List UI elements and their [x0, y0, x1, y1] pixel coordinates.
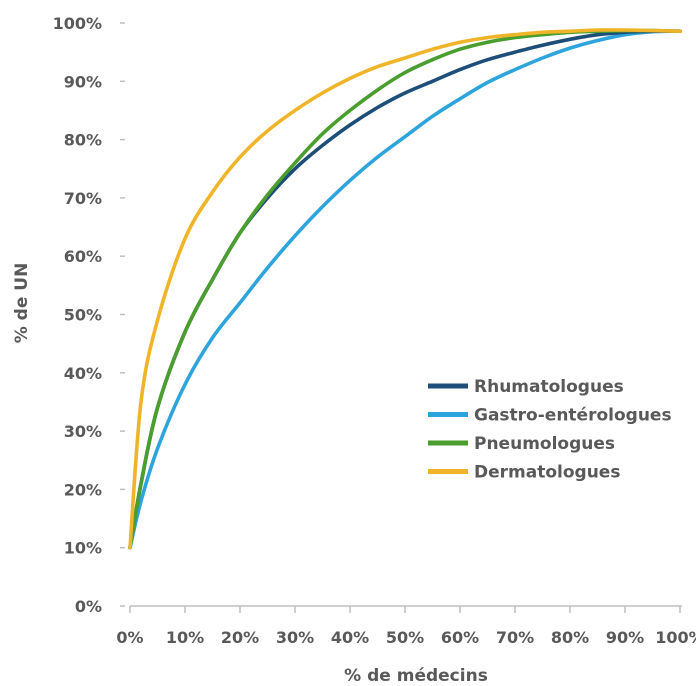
x-tick-label: 60%	[441, 628, 479, 647]
y-axis-ticks: 0% 10% 20% 30% 40% 50% 60% 70% 80% 90% 100%	[53, 14, 125, 616]
y-tick-label: 40%	[64, 364, 102, 383]
x-tick-label: 50%	[386, 628, 424, 647]
series-line-1	[128, 29, 682, 550]
y-tick-label: 30%	[64, 422, 102, 441]
series-lines	[128, 28, 682, 550]
y-tick-label: 10%	[64, 539, 102, 558]
y-tick-label: 50%	[64, 306, 102, 325]
x-axis-title: % de médecins	[344, 666, 488, 686]
y-tick-label: 90%	[64, 72, 102, 91]
x-tick-label: 0%	[116, 628, 143, 647]
y-tick-label: 20%	[64, 480, 102, 499]
x-axis-ticks: 0% 10% 20% 30% 40% 50% 60% 70% 80% 90% 100%	[116, 606, 696, 647]
y-tick-label: 60%	[64, 247, 102, 266]
legend-label: Rhumatologues	[474, 377, 624, 397]
y-tick-label: 100%	[53, 14, 102, 33]
legend-label: Gastro-entérologues	[474, 406, 672, 426]
legend: Rhumatologues Gastro-entérologues Pneumolo…	[428, 377, 672, 483]
x-tick-label: 40%	[331, 628, 369, 647]
y-axis-title: % de UN	[12, 263, 32, 344]
x-tick-label: 80%	[551, 628, 589, 647]
x-tick-label: 30%	[276, 628, 314, 647]
x-tick-label: 100%	[655, 628, 696, 647]
y-tick-label: 0%	[75, 597, 102, 616]
legend-label: Pneumologues	[474, 434, 615, 454]
series-line-3	[128, 28, 682, 550]
x-tick-label: 70%	[496, 628, 534, 647]
legend-label: Dermatologues	[474, 463, 620, 483]
x-tick-label: 10%	[166, 628, 204, 647]
y-tick-label: 80%	[64, 131, 102, 150]
x-tick-label: 90%	[606, 628, 644, 647]
x-tick-label: 20%	[221, 628, 259, 647]
y-tick-label: 70%	[64, 189, 102, 208]
